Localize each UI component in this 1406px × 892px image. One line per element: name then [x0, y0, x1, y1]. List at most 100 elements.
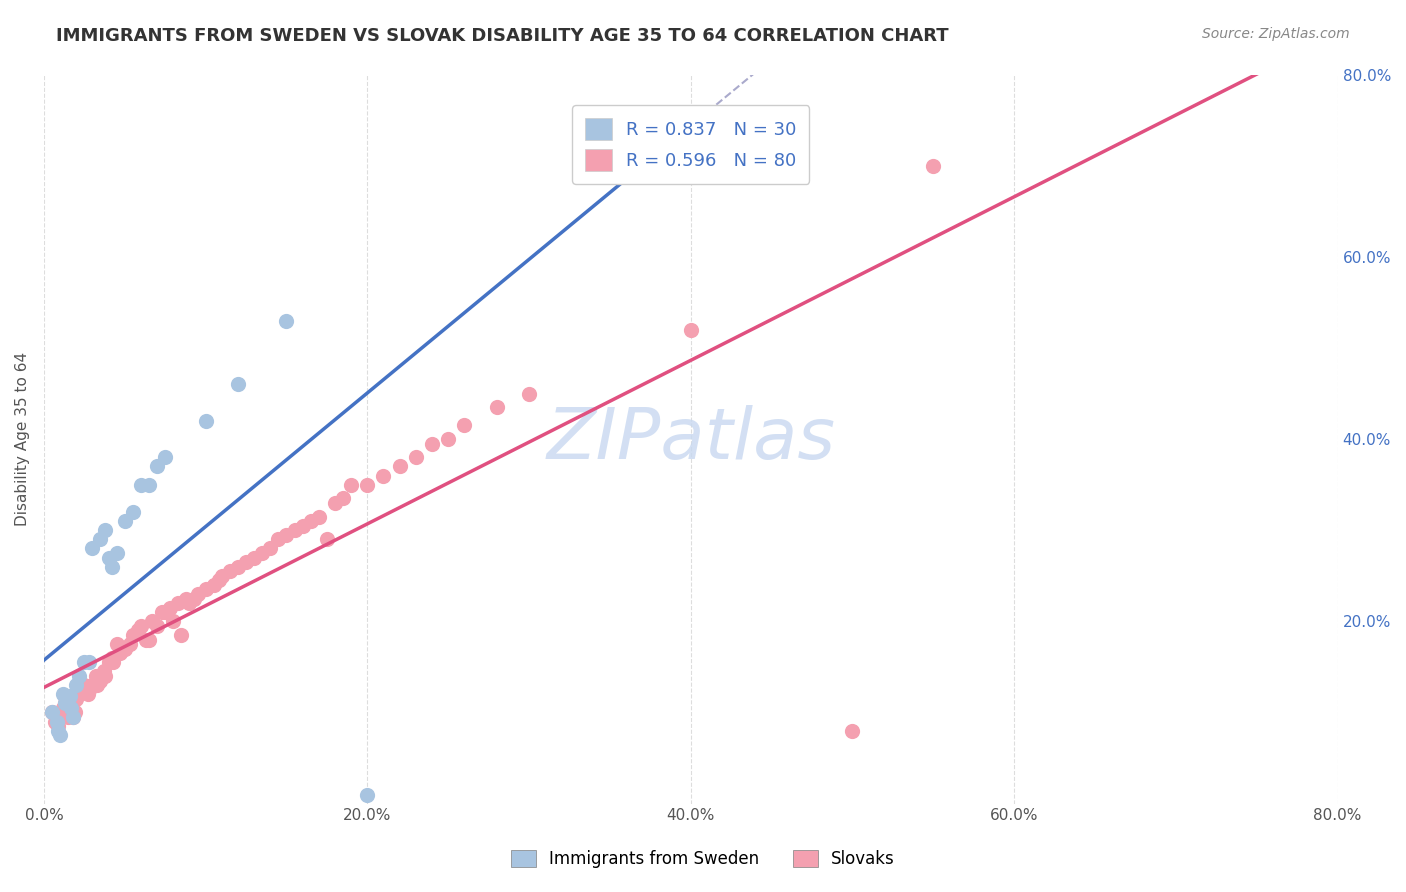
Point	[922, 159, 945, 173]
Point	[69, 669, 91, 683]
Point	[62, 710, 84, 724]
Point	[59, 689, 82, 703]
Point	[183, 591, 205, 606]
Point	[118, 637, 141, 651]
Point	[73, 678, 96, 692]
Point	[89, 673, 111, 688]
Point	[93, 665, 115, 679]
Point	[121, 628, 143, 642]
Point	[146, 619, 169, 633]
Point	[146, 459, 169, 474]
Point	[373, 468, 395, 483]
Point	[841, 723, 863, 738]
Point	[138, 632, 160, 647]
Point	[259, 541, 281, 556]
Text: Source: ZipAtlas.com: Source: ZipAtlas.com	[1202, 27, 1350, 41]
Point	[82, 678, 104, 692]
Point	[129, 619, 152, 633]
Point	[194, 582, 217, 597]
Point	[276, 528, 298, 542]
Point	[55, 706, 77, 720]
Point	[59, 691, 82, 706]
Point	[105, 637, 128, 651]
Point	[129, 477, 152, 491]
Point	[485, 400, 508, 414]
Point	[44, 714, 66, 729]
Point	[41, 706, 63, 720]
Point	[56, 691, 79, 706]
Point	[308, 509, 330, 524]
Point	[135, 632, 157, 647]
Point	[207, 574, 229, 588]
Point	[53, 697, 76, 711]
Point	[250, 546, 273, 560]
Point	[63, 706, 86, 720]
Point	[101, 650, 124, 665]
Point	[94, 523, 117, 537]
Point	[114, 641, 136, 656]
Point	[437, 432, 460, 446]
Point	[41, 706, 63, 720]
Point	[159, 600, 181, 615]
Point	[97, 656, 120, 670]
Point	[105, 546, 128, 560]
Text: IMMIGRANTS FROM SWEDEN VS SLOVAK DISABILITY AGE 35 TO 64 CORRELATION CHART: IMMIGRANTS FROM SWEDEN VS SLOVAK DISABIL…	[56, 27, 949, 45]
Point	[218, 564, 240, 578]
Point	[77, 656, 100, 670]
Point	[420, 436, 443, 450]
Point	[84, 669, 107, 683]
Point	[94, 669, 117, 683]
Point	[141, 615, 163, 629]
Point	[316, 533, 339, 547]
Point	[267, 533, 290, 547]
Point	[108, 646, 131, 660]
Point	[167, 596, 190, 610]
Point	[162, 615, 184, 629]
Point	[243, 550, 266, 565]
Point	[202, 578, 225, 592]
Point	[405, 450, 427, 465]
Point	[52, 687, 75, 701]
Point	[76, 687, 98, 701]
Point	[356, 477, 378, 491]
Point	[127, 624, 149, 638]
Point	[101, 559, 124, 574]
Point	[150, 605, 173, 619]
Point	[291, 518, 314, 533]
Point	[332, 491, 354, 506]
Point	[62, 710, 84, 724]
Point	[77, 682, 100, 697]
Point	[49, 728, 72, 742]
Point	[179, 596, 201, 610]
Legend: Immigrants from Sweden, Slovaks: Immigrants from Sweden, Slovaks	[505, 843, 901, 875]
Point	[226, 559, 249, 574]
Text: ZIPatlas: ZIPatlas	[547, 405, 835, 474]
Point	[69, 687, 91, 701]
Point	[52, 701, 75, 715]
Point	[97, 550, 120, 565]
Point	[48, 723, 70, 738]
Point	[48, 719, 70, 733]
Point	[283, 523, 305, 537]
Point	[114, 514, 136, 528]
Point	[186, 587, 208, 601]
Point	[60, 701, 83, 715]
Point	[103, 656, 125, 670]
Point	[49, 710, 72, 724]
Point	[340, 477, 363, 491]
Legend: R = 0.837   N = 30, R = 0.596   N = 80: R = 0.837 N = 30, R = 0.596 N = 80	[572, 105, 810, 184]
Y-axis label: Disability Age 35 to 64: Disability Age 35 to 64	[15, 352, 30, 526]
Point	[174, 591, 197, 606]
Point	[45, 714, 67, 729]
Point	[121, 505, 143, 519]
Point	[153, 450, 176, 465]
Point	[53, 697, 76, 711]
Point	[86, 678, 108, 692]
Point	[211, 568, 233, 582]
Point	[73, 656, 96, 670]
Point	[89, 533, 111, 547]
Point	[276, 313, 298, 327]
Point	[679, 323, 702, 337]
Point	[356, 788, 378, 802]
Point	[323, 496, 346, 510]
